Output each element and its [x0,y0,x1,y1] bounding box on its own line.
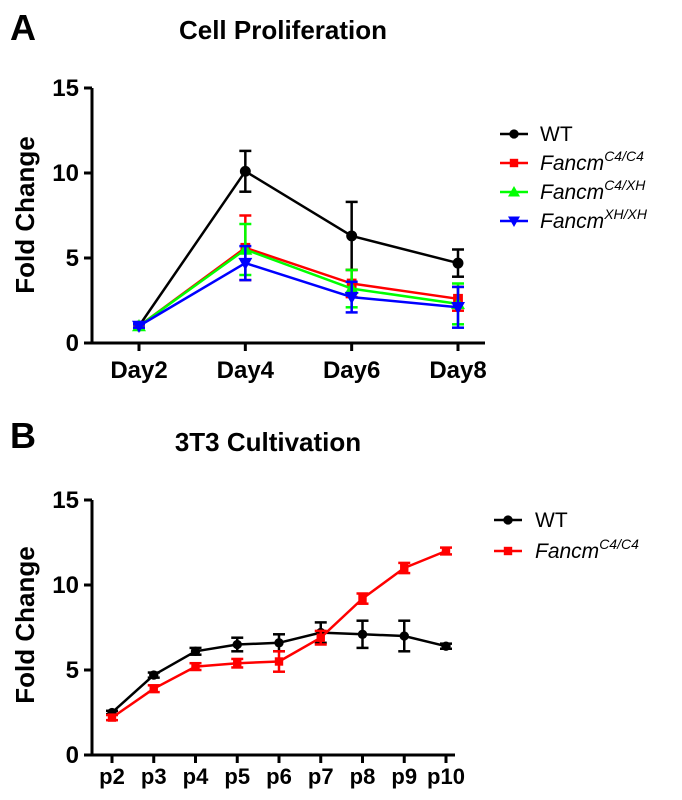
data-point [132,320,146,333]
panel-letter: A [10,7,36,48]
x-tick-label: Day4 [217,357,275,384]
legend-marker [509,158,519,168]
y-tick-label: 15 [52,75,79,102]
data-point [232,639,242,650]
data-point [344,291,359,305]
data-point [451,302,465,315]
data-point [149,684,158,693]
y-tick-label: 10 [52,160,79,187]
data-point [190,646,201,656]
legend-label: FancmC4/C4 [540,148,644,175]
data-point [274,638,284,648]
legend: WT FancmC4/C4 [494,509,639,563]
series-line [138,248,459,328]
data-point [400,563,409,573]
x-tick-label: p6 [266,764,292,789]
x-tick-label: Day8 [429,357,486,384]
series-line [137,170,459,327]
x-tick-label: p9 [391,764,417,789]
legend-label: FancmC4/C4 [535,536,639,563]
y-tick-label: 5 [66,657,79,684]
chart-panel-a: A Cell Proliferation Fold Change 0 5 10 15 Day2… [10,7,648,384]
legend-label: FancmC4/XH [540,177,646,204]
chart-panel-b: B 3T3 Cultivation Fold Change 0 5 10 15 p2 p3 p4 p… [10,415,639,789]
legend-marker [509,129,519,139]
x-tick-label: p4 [183,764,209,789]
series-1 [106,546,452,722]
x-tick-label: p7 [308,764,334,789]
y-axis-label: Fold Change [10,136,40,293]
series-0 [133,149,464,332]
data-point [399,631,409,641]
data-point [346,230,358,242]
legend-marker [508,186,520,197]
data-point [358,594,367,603]
y-tick-label: 0 [66,330,79,357]
series-line [138,246,459,328]
legend-label: FancmXH/XH [540,206,648,233]
legend-marker [503,546,513,556]
data-point [239,165,251,177]
x-tick-label: p3 [141,764,167,789]
series-2 [132,222,465,332]
data-point [441,641,451,651]
data-point [452,257,464,269]
y-axis-label: Fold Change [10,546,40,703]
data-point [233,659,242,668]
legend-label: WT [540,123,573,146]
legend-marker [508,216,520,227]
y-tick-label: 15 [52,487,79,514]
panel-letter: B [10,415,36,456]
legend-label: WT [535,509,568,532]
series-line [138,261,459,328]
x-tick-label: p2 [99,764,125,789]
data-point [274,657,284,666]
legend-marker [503,515,513,525]
x-tick-label: p8 [350,764,376,789]
data-point [107,713,117,722]
chart-title: 3T3 Cultivation [175,427,361,457]
data-point [441,546,451,556]
y-tick-label: 10 [52,572,79,599]
data-point [357,629,368,639]
series-3 [132,244,465,333]
series-1 [133,214,464,331]
data-point [191,662,200,671]
y-tick-label: 0 [66,742,79,769]
data-point [238,257,253,271]
x-tick-label: Day6 [323,357,380,384]
x-tick-label: p5 [224,764,250,789]
x-tick-label: p10 [427,764,465,789]
data-point [149,670,159,680]
chart-title: Cell Proliferation [179,15,387,45]
x-tick-label: Day2 [110,357,167,384]
y-tick-label: 5 [66,245,79,272]
data-point [316,633,325,642]
